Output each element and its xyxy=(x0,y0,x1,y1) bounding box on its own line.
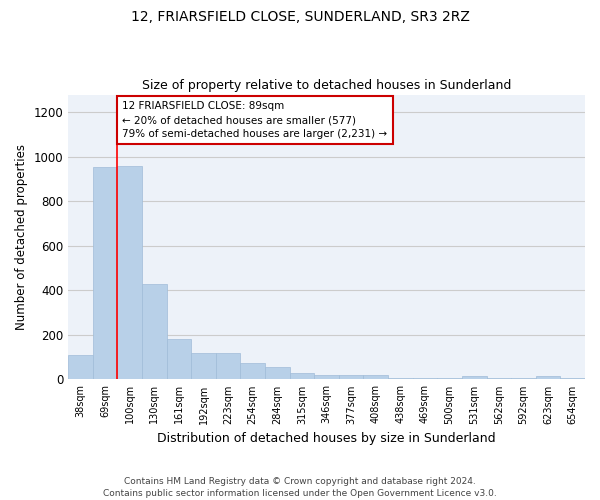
Bar xyxy=(241,362,265,380)
Title: Size of property relative to detached houses in Sunderland: Size of property relative to detached ho… xyxy=(142,79,511,92)
Bar xyxy=(388,378,413,380)
X-axis label: Distribution of detached houses by size in Sunderland: Distribution of detached houses by size … xyxy=(157,432,496,445)
Bar xyxy=(191,352,216,380)
Bar xyxy=(511,378,536,380)
Bar xyxy=(487,378,511,380)
Bar xyxy=(265,367,290,380)
Bar xyxy=(167,340,191,380)
Bar xyxy=(93,167,118,380)
Y-axis label: Number of detached properties: Number of detached properties xyxy=(15,144,28,330)
Bar xyxy=(437,378,462,380)
Text: Contains HM Land Registry data © Crown copyright and database right 2024.
Contai: Contains HM Land Registry data © Crown c… xyxy=(103,476,497,498)
Bar xyxy=(462,376,487,380)
Text: 12, FRIARSFIELD CLOSE, SUNDERLAND, SR3 2RZ: 12, FRIARSFIELD CLOSE, SUNDERLAND, SR3 2… xyxy=(131,10,469,24)
Bar xyxy=(364,375,388,380)
Bar xyxy=(560,378,585,380)
Bar xyxy=(68,355,93,380)
Bar xyxy=(536,376,560,380)
Bar xyxy=(216,352,241,380)
Text: 12 FRIARSFIELD CLOSE: 89sqm
← 20% of detached houses are smaller (577)
79% of se: 12 FRIARSFIELD CLOSE: 89sqm ← 20% of det… xyxy=(122,101,388,139)
Bar xyxy=(142,284,167,380)
Bar xyxy=(118,166,142,380)
Bar xyxy=(290,373,314,380)
Bar xyxy=(339,375,364,380)
Bar xyxy=(413,378,437,380)
Bar xyxy=(314,375,339,380)
